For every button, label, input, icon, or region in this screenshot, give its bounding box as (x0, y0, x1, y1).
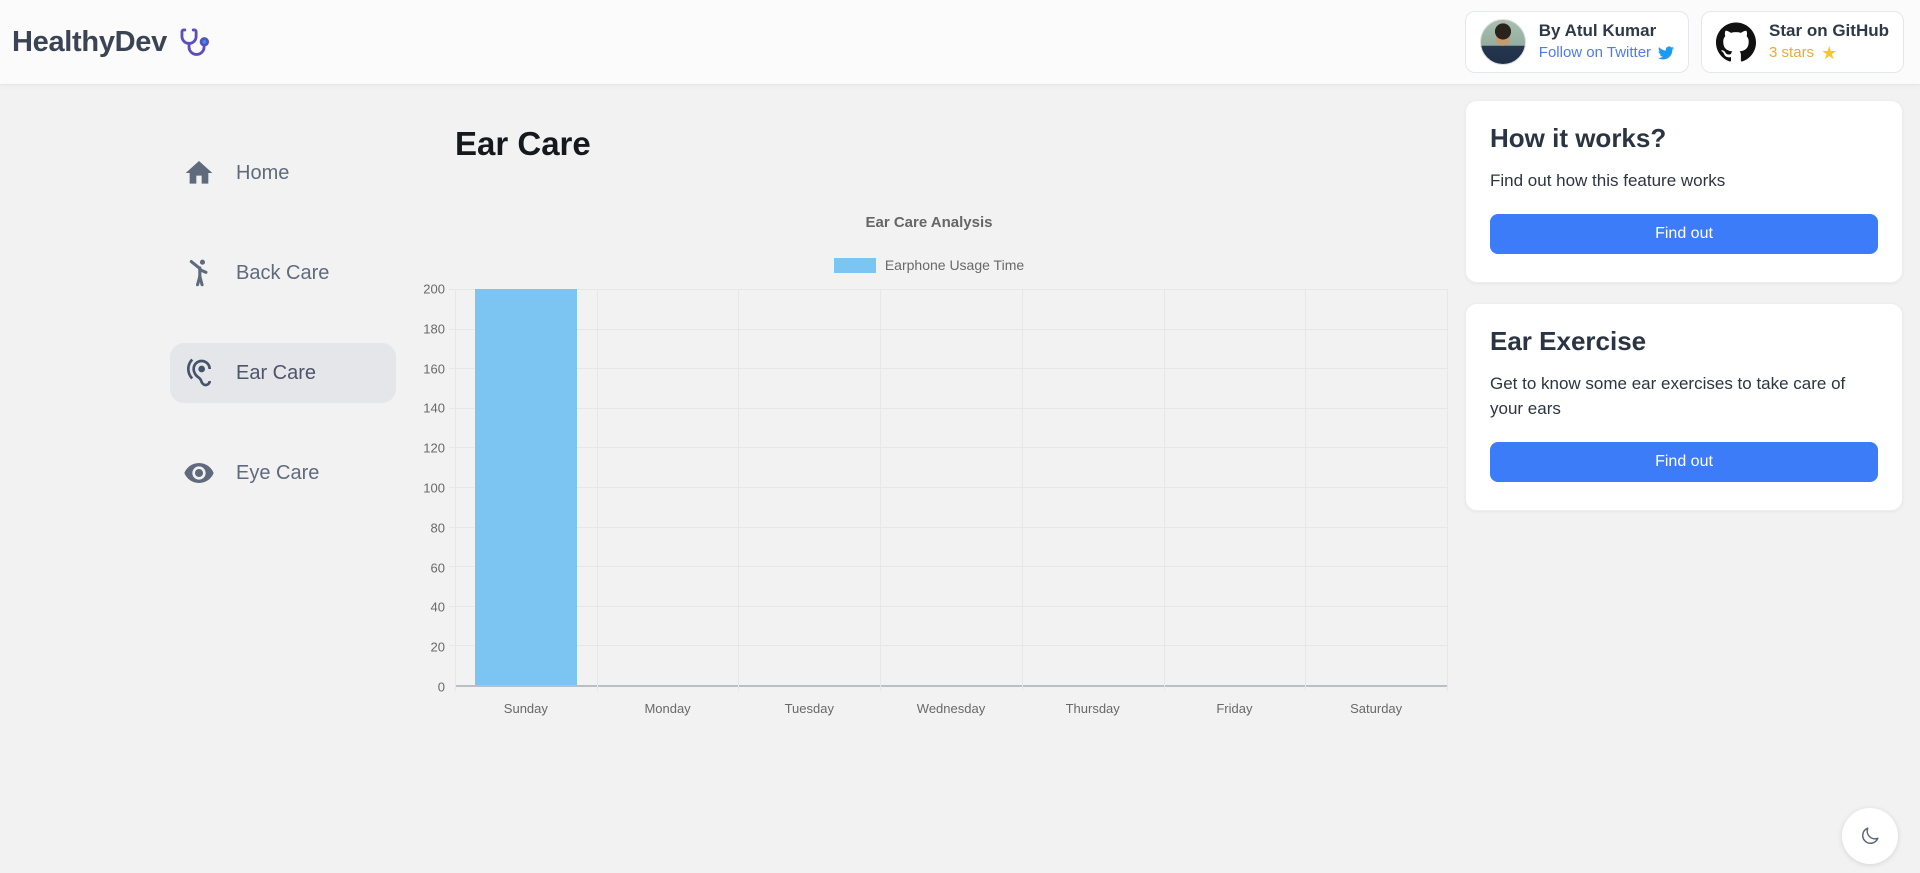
y-tick-label: 160 (423, 361, 445, 377)
gridline-horizontal (449, 645, 1447, 647)
card-body: Get to know some ear exercises to take c… (1490, 374, 1846, 418)
card-body: Find out how this feature works (1490, 171, 1726, 190)
x-tick-label: Friday (1216, 701, 1253, 716)
x-tick-label: Tuesday (784, 701, 834, 716)
legend-item-earphone-usage[interactable]: Earphone Usage Time (833, 257, 1025, 273)
home-icon (185, 161, 213, 184)
y-axis-labels: 0 20 40 60 80 100 120 140 160 180 200 (411, 282, 455, 695)
back-care-person-icon (189, 259, 208, 287)
author-card[interactable]: By Atul Kumar Follow on Twitter (1464, 11, 1690, 73)
brand-text: HealthyDev (12, 25, 167, 58)
right-panel: How it works? Find out how this feature … (1465, 84, 1903, 873)
gridline-horizontal (449, 605, 1447, 607)
github-icon (1716, 22, 1757, 62)
gridline-vertical (880, 289, 882, 691)
gridline-horizontal (449, 289, 1447, 290)
sidebar-item-ear-care[interactable]: Ear Care (170, 343, 396, 403)
sidebar-item-eye-care[interactable]: Eye Care (170, 443, 396, 503)
gridline-horizontal (449, 566, 1447, 568)
bar-sunday (474, 289, 577, 685)
y-tick-label: 40 (430, 599, 445, 615)
sidebar-item-label: Eye Care (236, 461, 320, 484)
gridline-vertical (738, 289, 740, 691)
card-title: How it works? (1490, 123, 1667, 153)
y-tick-label: 0 (437, 679, 445, 695)
y-tick-label: 80 (430, 520, 445, 536)
header: HealthyDev By Atul Kumar Follow on Twitt… (0, 0, 1920, 84)
how-it-works-card: How it works? Find out how this feature … (1465, 100, 1903, 283)
legend-label: Earphone Usage Time (884, 257, 1025, 273)
moon-icon (1862, 827, 1879, 844)
gridline-vertical (455, 289, 456, 691)
sidebar-item-label: Ear Care (236, 361, 317, 384)
gridline-vertical (1305, 289, 1307, 691)
y-tick-label: 200 (423, 281, 445, 297)
content: Home Back Care Ear Care (0, 84, 1920, 873)
y-tick-label: 140 (423, 400, 445, 416)
y-tick-label: 20 (430, 639, 445, 655)
gridline-horizontal (449, 407, 1447, 409)
sidebar-item-home[interactable]: Home (170, 143, 396, 203)
y-tick-label: 180 (423, 321, 445, 337)
page-title: Ear Care (455, 125, 591, 162)
gridline-horizontal (449, 328, 1447, 330)
github-card[interactable]: Star on GitHub 3 stars ★ (1701, 11, 1904, 73)
avatar (1479, 19, 1526, 65)
sidebar: Home Back Care Ear Care (0, 84, 396, 873)
sidebar-item-back-care[interactable]: Back Care (170, 243, 396, 303)
find-out-button-how-it-works[interactable]: Find out (1490, 214, 1878, 254)
gridline-vertical (596, 289, 598, 691)
stethoscope-icon (180, 28, 209, 56)
github-stars: 3 stars ★ (1769, 43, 1838, 64)
chart-title: Ear Care Analysis (865, 214, 993, 231)
twitter-icon (1658, 46, 1675, 60)
x-tick-label: Saturday (1350, 701, 1403, 716)
x-tick-label: Wednesday (916, 701, 986, 716)
sidebar-item-label: Home (236, 161, 290, 184)
main: Ear Care Ear Care Analysis Earphone Usag… (380, 84, 1448, 873)
x-axis-labels: Sunday Monday Tuesday Wednesday Thursday Frid… (455, 693, 1447, 717)
gridline-horizontal (449, 526, 1447, 528)
eye-icon (184, 463, 214, 483)
x-tick-label: Sunday (503, 701, 548, 716)
y-tick-label: 60 (430, 560, 445, 576)
star-icon: ★ (1821, 43, 1838, 64)
chart: Ear Care Analysis Earphone Usage Time 0 2… (411, 214, 1448, 716)
gridline-horizontal (449, 368, 1447, 370)
find-out-button-ear-exercise[interactable]: Find out (1490, 442, 1878, 482)
x-tick-label: Monday (644, 701, 691, 716)
chart-plot (449, 289, 1448, 691)
ear-care-icon (187, 358, 211, 387)
theme-toggle-button[interactable] (1842, 808, 1898, 864)
y-tick-label: 100 (423, 480, 445, 496)
header-cards: By Atul Kumar Follow on Twitter Star on … (1464, 11, 1904, 73)
gridline-vertical (1163, 289, 1165, 691)
ear-exercise-card: Ear Exercise Get to know some ear exerci… (1465, 303, 1903, 511)
legend-swatch (833, 257, 876, 273)
author-name: By Atul Kumar (1538, 21, 1657, 41)
gridline-vertical (1021, 289, 1023, 691)
sidebar-item-label: Back Care (236, 261, 330, 284)
gridline-horizontal (449, 447, 1447, 449)
card-title: Ear Exercise (1490, 326, 1647, 356)
gridline-horizontal (449, 487, 1447, 488)
x-tick-label: Thursday (1065, 701, 1120, 716)
brand[interactable]: HealthyDev (12, 25, 211, 59)
github-card-title: Star on GitHub (1769, 21, 1889, 41)
y-tick-label: 120 (423, 440, 445, 456)
gridline-vertical (1447, 289, 1448, 691)
follow-twitter-link[interactable]: Follow on Twitter (1539, 43, 1675, 63)
